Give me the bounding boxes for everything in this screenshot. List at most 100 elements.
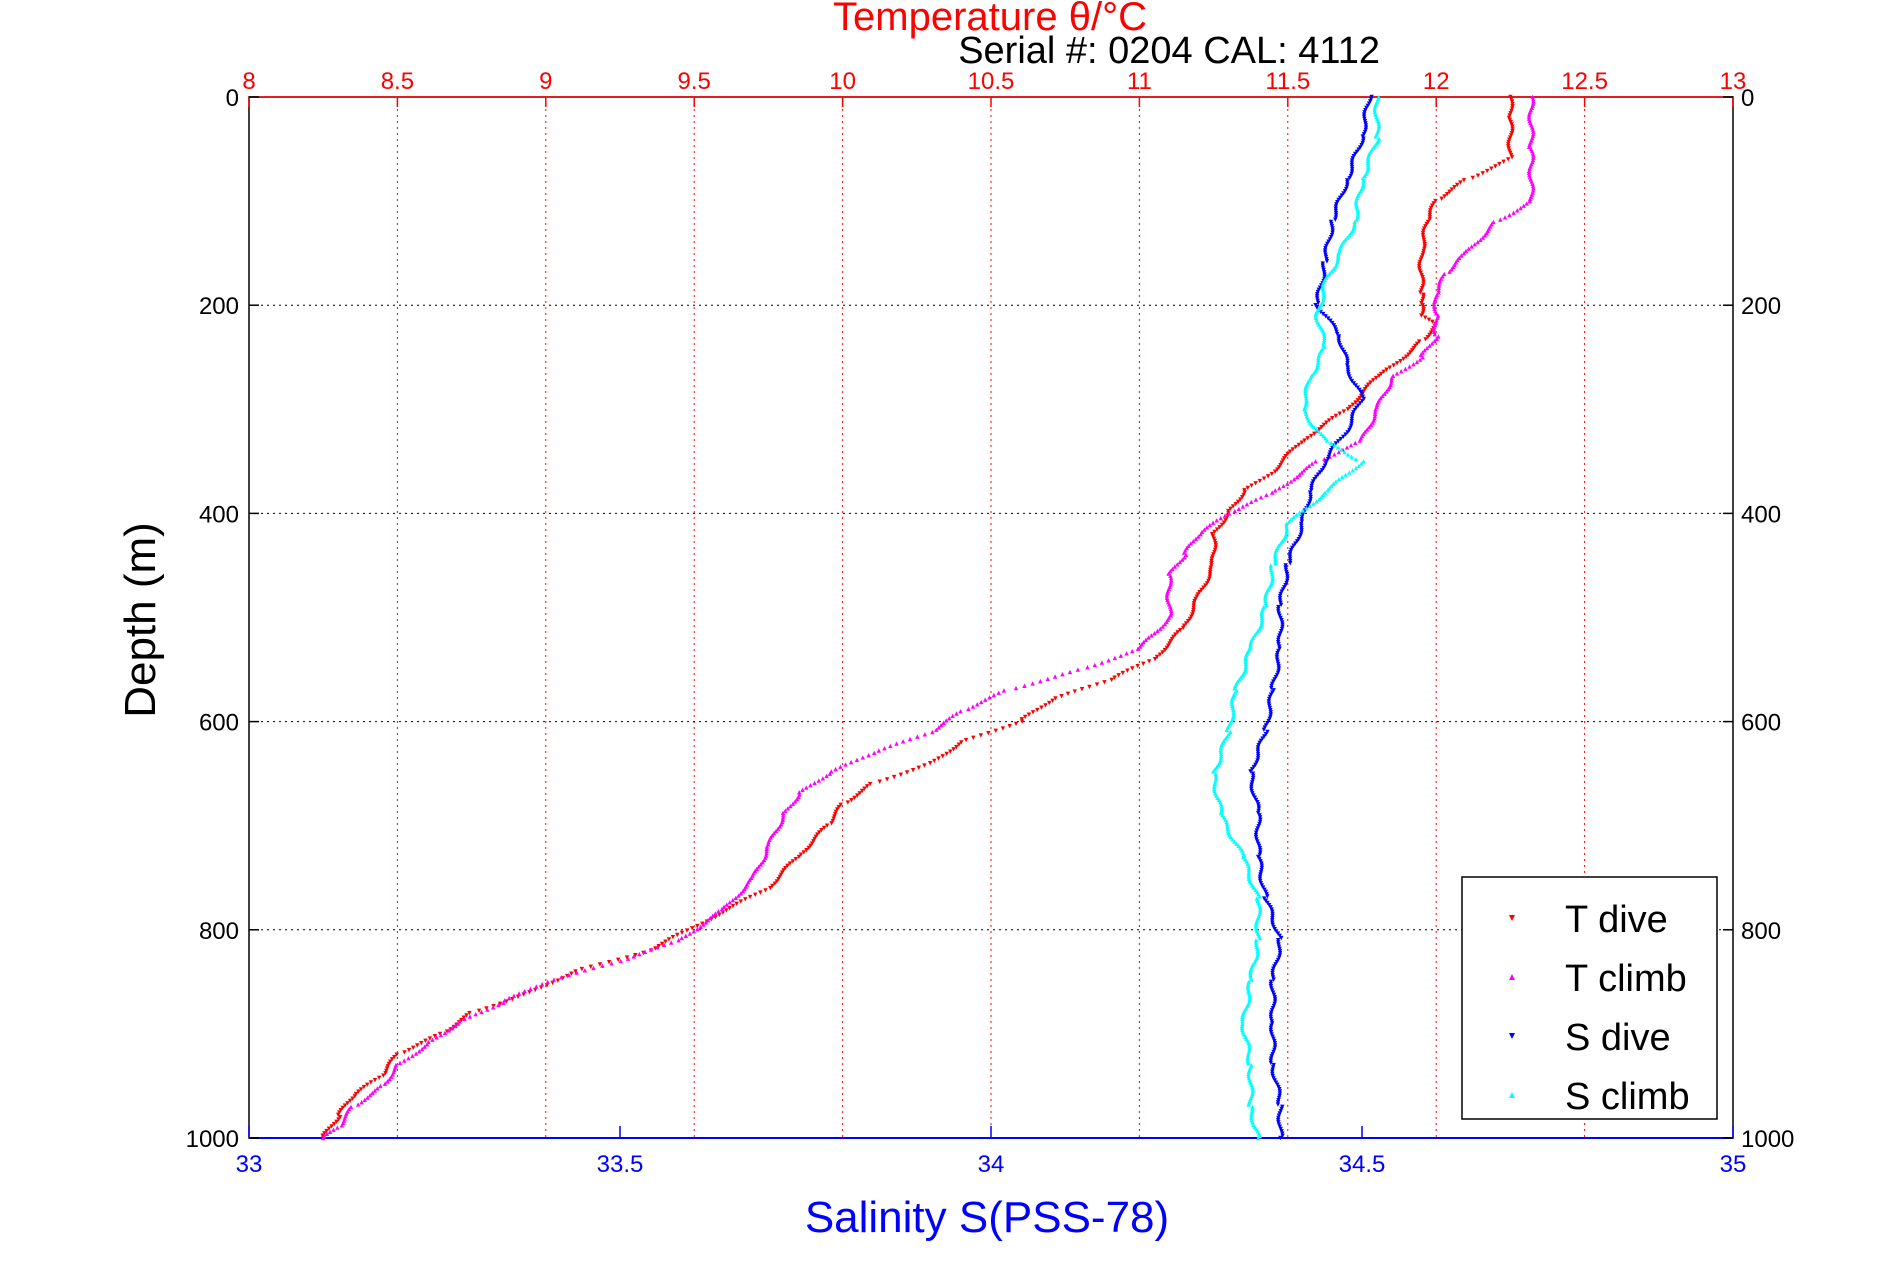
data-point <box>1239 1023 1245 1028</box>
data-point <box>1531 99 1536 104</box>
data-point <box>777 874 783 880</box>
data-point <box>1181 625 1186 631</box>
data-point <box>738 899 743 904</box>
data-point <box>785 806 791 811</box>
data-point <box>1508 94 1513 100</box>
data-point <box>691 929 697 934</box>
data-point <box>1372 413 1378 419</box>
data-point <box>1347 470 1352 475</box>
data-point <box>450 1025 455 1031</box>
data-point <box>1269 685 1274 691</box>
data-point <box>1257 935 1262 941</box>
data-point <box>1352 219 1357 225</box>
data-point <box>898 772 904 778</box>
data-point <box>1268 1060 1274 1066</box>
data-point <box>1211 552 1216 557</box>
data-point <box>1185 619 1191 624</box>
data-point <box>1510 104 1515 109</box>
data-point <box>1425 334 1430 340</box>
data-point <box>1309 488 1314 493</box>
data-point <box>1358 401 1363 406</box>
data-point <box>695 926 700 932</box>
data-point <box>877 779 882 784</box>
data-point <box>1001 688 1007 693</box>
data-point <box>1336 340 1342 346</box>
data-point <box>1268 563 1274 568</box>
data-point <box>1238 675 1244 680</box>
data-point <box>1255 1135 1261 1141</box>
data-point <box>1342 449 1347 455</box>
data-point <box>1319 494 1324 500</box>
data-point <box>1327 485 1332 491</box>
data-point <box>1316 497 1322 502</box>
data-point <box>1213 543 1218 548</box>
data-point <box>1162 648 1168 653</box>
sal-tick-label: 33 <box>236 1151 263 1178</box>
data-point <box>1231 710 1236 715</box>
data-point <box>1428 208 1433 213</box>
data-point <box>954 744 959 750</box>
data-point <box>1466 246 1471 251</box>
data-point <box>410 1053 415 1059</box>
data-point <box>402 1058 407 1063</box>
data-point <box>1141 661 1146 666</box>
data-point <box>1257 909 1263 914</box>
data-point <box>1238 497 1243 502</box>
data-point <box>783 808 788 813</box>
data-point <box>1307 490 1313 495</box>
data-point <box>1361 459 1366 464</box>
data-point <box>1013 685 1019 691</box>
data-point <box>816 778 822 783</box>
data-point <box>687 931 693 936</box>
data-point <box>1219 522 1225 528</box>
data-point <box>1293 445 1298 450</box>
data-point <box>971 735 976 740</box>
data-point <box>1444 191 1450 197</box>
data-point <box>1345 365 1351 370</box>
data-point <box>1257 905 1263 910</box>
data-point <box>361 1084 367 1090</box>
data-point <box>1518 205 1523 211</box>
data-point <box>1280 1131 1285 1136</box>
data-point <box>1245 1054 1251 1059</box>
data-point <box>1214 518 1219 523</box>
data-point <box>1208 567 1213 573</box>
data-point <box>422 1044 427 1049</box>
data-point <box>1378 371 1384 377</box>
temp-tick-label: 11.5 <box>1265 68 1310 95</box>
legend-marker <box>1509 1092 1515 1098</box>
data-point <box>904 770 910 775</box>
data-point <box>1195 592 1201 597</box>
data-point <box>833 809 839 815</box>
data-point <box>1312 476 1317 482</box>
data-point <box>1345 356 1350 361</box>
data-point <box>1436 285 1441 291</box>
data-point <box>1232 685 1237 691</box>
data-point <box>1380 393 1385 399</box>
data-point <box>1283 453 1288 459</box>
data-point <box>1219 806 1224 811</box>
data-point <box>752 892 758 898</box>
data-point <box>754 866 759 872</box>
data-point <box>1221 520 1227 525</box>
data-point <box>900 739 906 744</box>
data-point <box>1321 295 1327 300</box>
data-point <box>1259 618 1265 623</box>
data-point <box>1531 155 1536 160</box>
data-point <box>1085 665 1090 670</box>
data-point <box>1332 442 1337 448</box>
data-point <box>1300 508 1306 513</box>
data-point <box>1526 144 1532 150</box>
data-point <box>770 883 775 889</box>
data-point <box>727 906 732 911</box>
data-point <box>1249 883 1255 888</box>
data-point <box>1288 479 1294 484</box>
data-point <box>1276 465 1282 470</box>
data-point <box>938 722 944 728</box>
data-point <box>430 1037 435 1042</box>
data-point <box>1212 782 1217 787</box>
data-point <box>1280 1133 1285 1138</box>
data-point <box>854 757 860 762</box>
data-point <box>1427 332 1432 338</box>
